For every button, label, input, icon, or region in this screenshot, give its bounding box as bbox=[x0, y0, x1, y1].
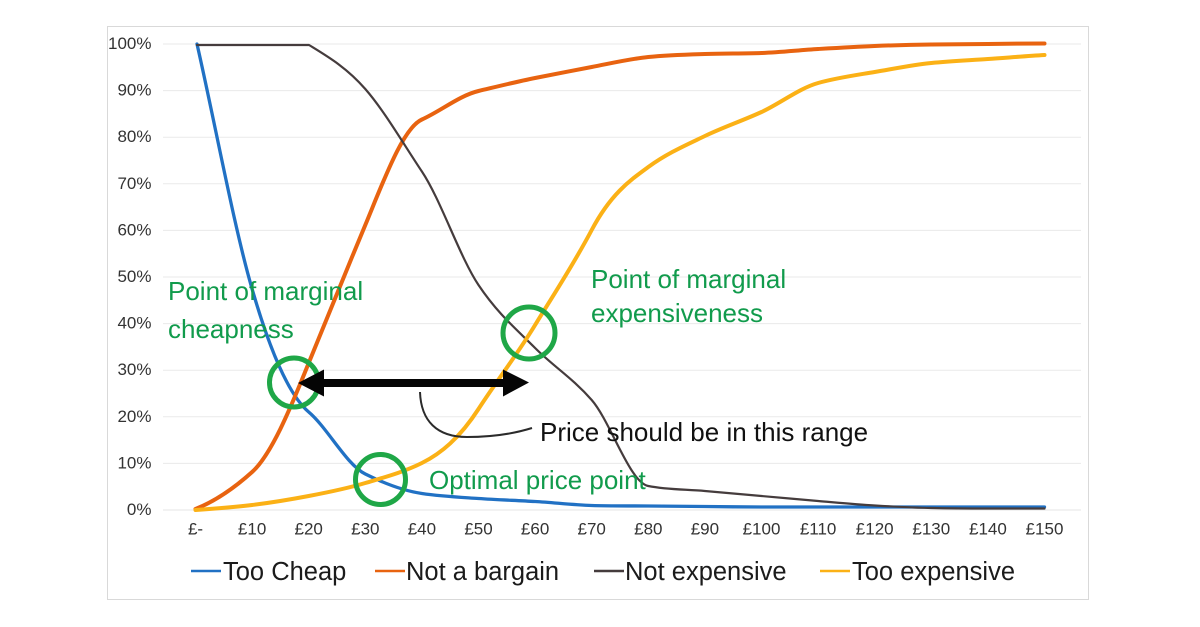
svg-text:0%: 0% bbox=[127, 500, 152, 519]
svg-text:50%: 50% bbox=[117, 267, 151, 286]
svg-text:90%: 90% bbox=[117, 81, 151, 100]
svg-text:£150: £150 bbox=[1026, 520, 1064, 539]
svg-text:£110: £110 bbox=[800, 520, 837, 539]
svg-text:£10: £10 bbox=[238, 520, 266, 539]
svg-text:£60: £60 bbox=[521, 520, 549, 539]
svg-text:£70: £70 bbox=[578, 520, 606, 539]
svg-text:£20: £20 bbox=[295, 520, 323, 539]
svg-text:expensiveness: expensiveness bbox=[591, 298, 763, 328]
svg-text:Too expensive: Too expensive bbox=[852, 558, 1015, 586]
svg-text:Point of marginal: Point of marginal bbox=[168, 276, 363, 306]
svg-text:£50: £50 bbox=[464, 520, 492, 539]
svg-text:20%: 20% bbox=[117, 407, 151, 426]
svg-text:80%: 80% bbox=[117, 127, 151, 146]
svg-text:£120: £120 bbox=[856, 520, 894, 539]
svg-text:Not a bargain: Not a bargain bbox=[406, 558, 559, 586]
svg-text:70%: 70% bbox=[117, 174, 151, 193]
svg-text:Point of marginal: Point of marginal bbox=[591, 264, 786, 294]
svg-text:£140: £140 bbox=[969, 520, 1007, 539]
svg-text:£30: £30 bbox=[351, 520, 379, 539]
svg-text:£90: £90 bbox=[691, 520, 719, 539]
svg-text:10%: 10% bbox=[117, 453, 151, 472]
svg-text:40%: 40% bbox=[117, 314, 151, 333]
svg-text:Not expensive: Not expensive bbox=[625, 558, 787, 586]
svg-text:£130: £130 bbox=[912, 520, 950, 539]
svg-text:100%: 100% bbox=[108, 34, 151, 53]
svg-text:Price should be in this range: Price should be in this range bbox=[540, 417, 868, 447]
svg-text:30%: 30% bbox=[117, 360, 151, 379]
svg-text:£-: £- bbox=[188, 520, 203, 539]
svg-text:£80: £80 bbox=[634, 520, 662, 539]
svg-text:cheapness: cheapness bbox=[168, 314, 294, 344]
svg-text:£100: £100 bbox=[743, 520, 781, 539]
svg-text:Too Cheap: Too Cheap bbox=[223, 558, 346, 586]
svg-text:£40: £40 bbox=[408, 520, 436, 539]
svg-text:60%: 60% bbox=[117, 220, 151, 239]
svg-text:Optimal price point: Optimal price point bbox=[429, 465, 647, 495]
